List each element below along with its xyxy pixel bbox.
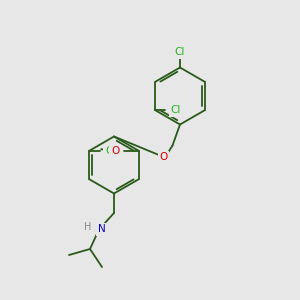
Text: Cl: Cl (105, 146, 115, 156)
Text: Cl: Cl (170, 105, 181, 115)
Text: Cl: Cl (175, 47, 185, 57)
Text: O: O (159, 152, 168, 163)
Text: H: H (84, 222, 92, 232)
Text: O: O (111, 146, 119, 156)
Text: N: N (98, 224, 105, 235)
